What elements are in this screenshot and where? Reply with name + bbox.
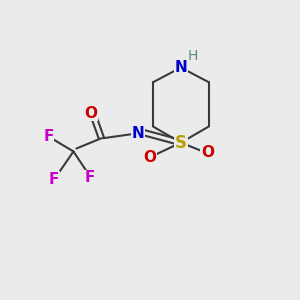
Text: F: F xyxy=(49,172,59,187)
Text: N: N xyxy=(175,60,187,75)
Text: F: F xyxy=(85,170,95,185)
Text: S: S xyxy=(175,134,187,152)
Text: N: N xyxy=(132,126,145,141)
Text: O: O xyxy=(201,146,214,160)
Text: H: H xyxy=(188,49,198,63)
Text: F: F xyxy=(43,129,54,144)
Text: O: O xyxy=(143,150,157,165)
Text: O: O xyxy=(85,106,98,121)
